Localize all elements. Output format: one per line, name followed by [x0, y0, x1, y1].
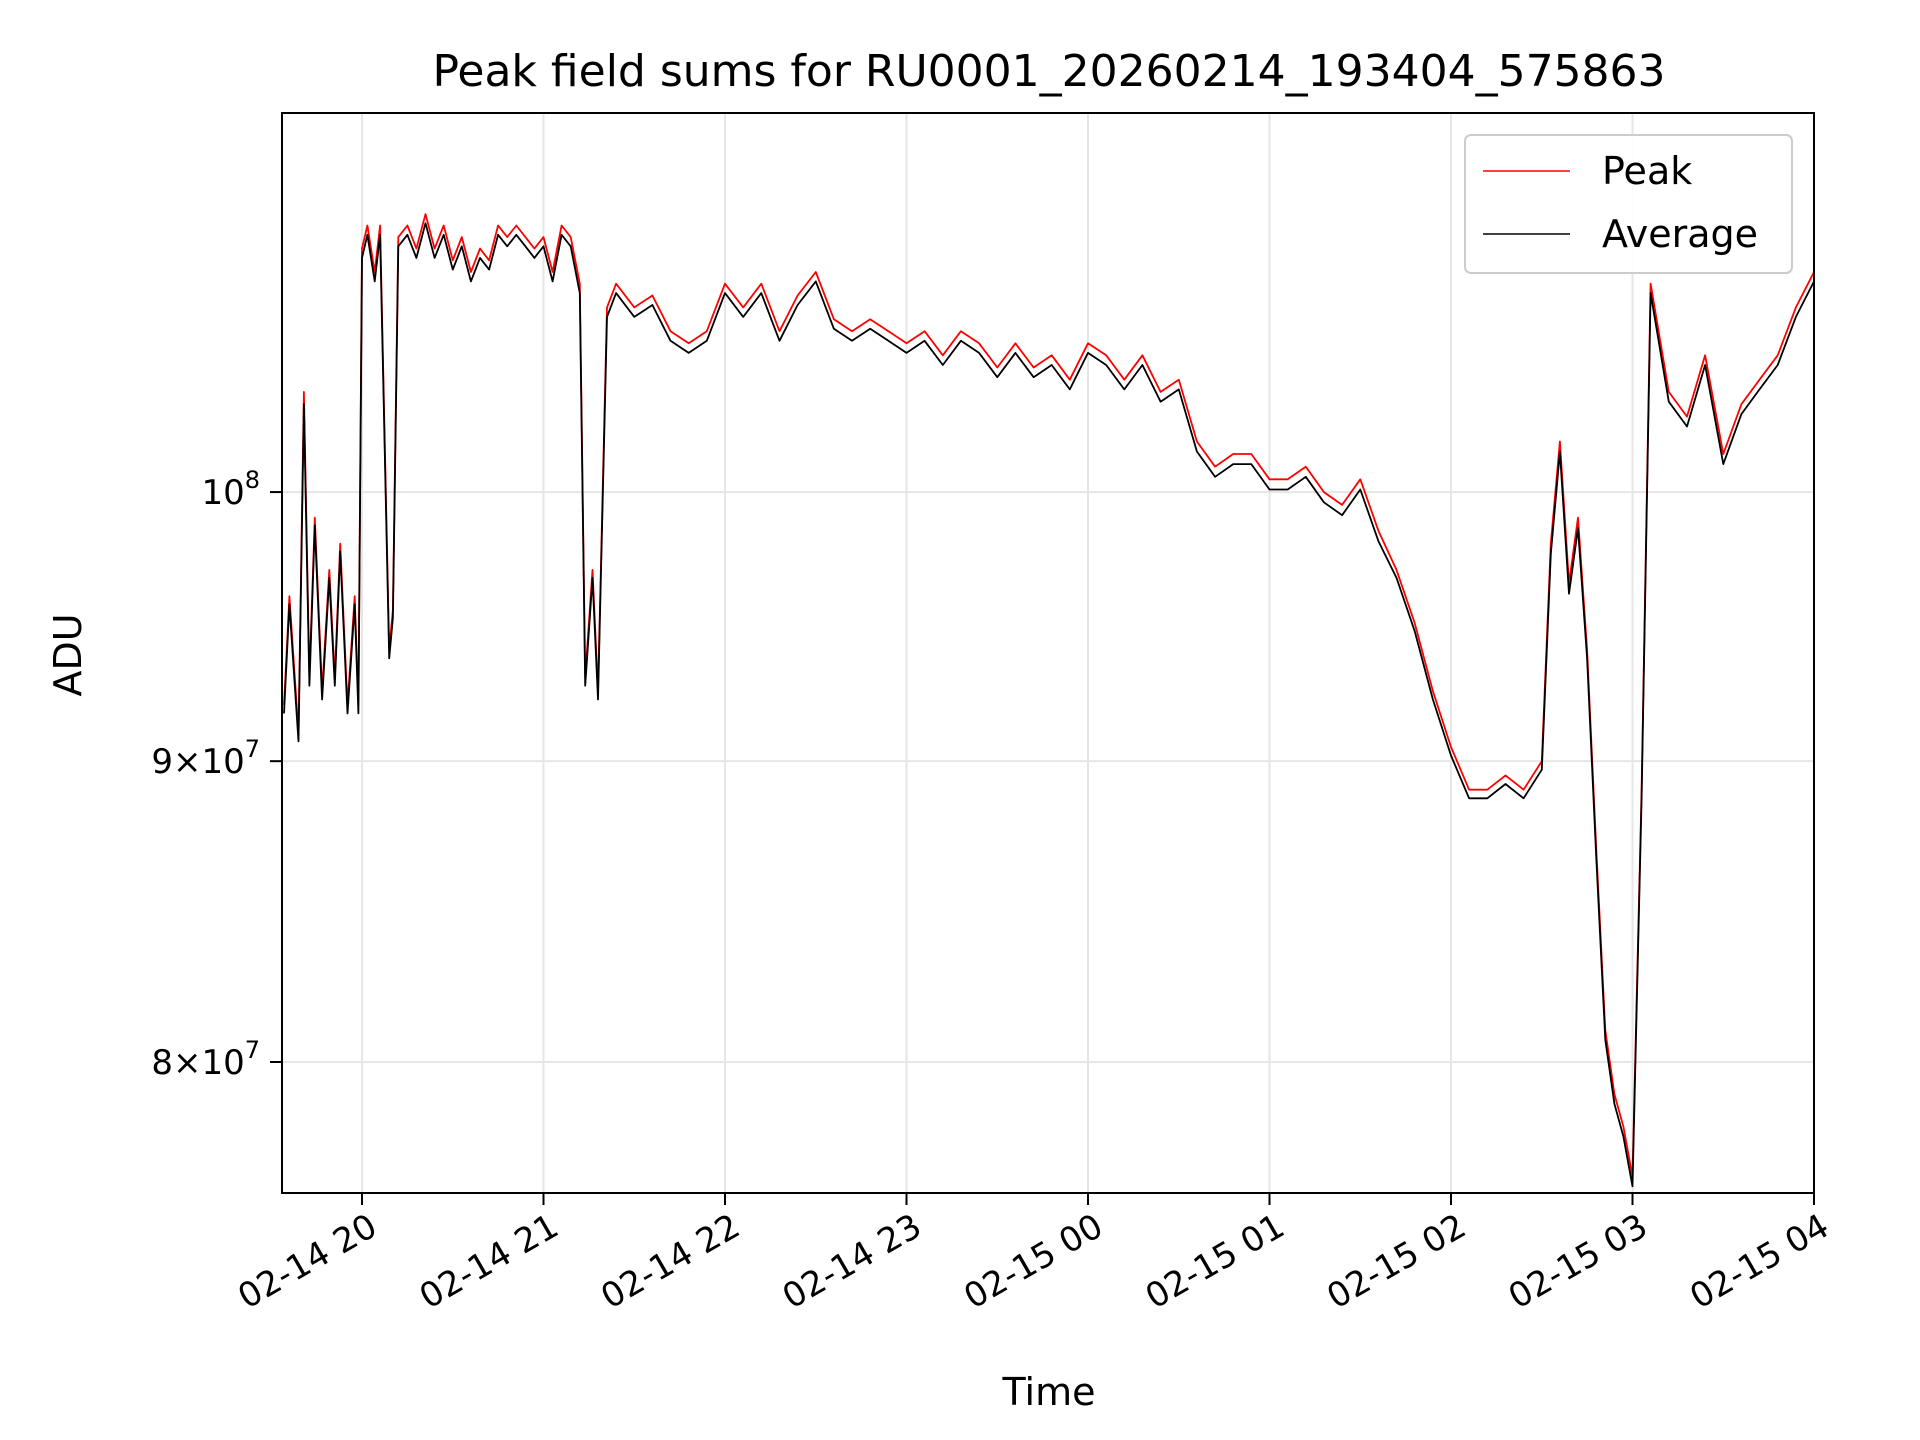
y-tick-label: 9×107 — [151, 735, 260, 782]
legend-label-peak: Peak — [1602, 149, 1692, 193]
plot-frame — [281, 112, 1815, 1194]
y-tick-label: 108 — [201, 466, 260, 513]
plot-series — [283, 213, 1814, 1188]
legend-label-average: Average — [1602, 212, 1758, 256]
legend-box — [1464, 134, 1793, 274]
y-axis-label: ADU — [46, 613, 90, 696]
y-axis-ticks: 8×107 9×107 108 — [151, 466, 282, 1083]
chart-title: Peak field sums for RU0001_20260214_1934… — [432, 46, 1665, 97]
average-series-line — [283, 222, 1814, 1188]
legend: Peak Average — [1464, 134, 1793, 274]
x-axis-label: Time — [1002, 1370, 1096, 1414]
y-tick-label: 8×107 — [151, 1036, 260, 1083]
